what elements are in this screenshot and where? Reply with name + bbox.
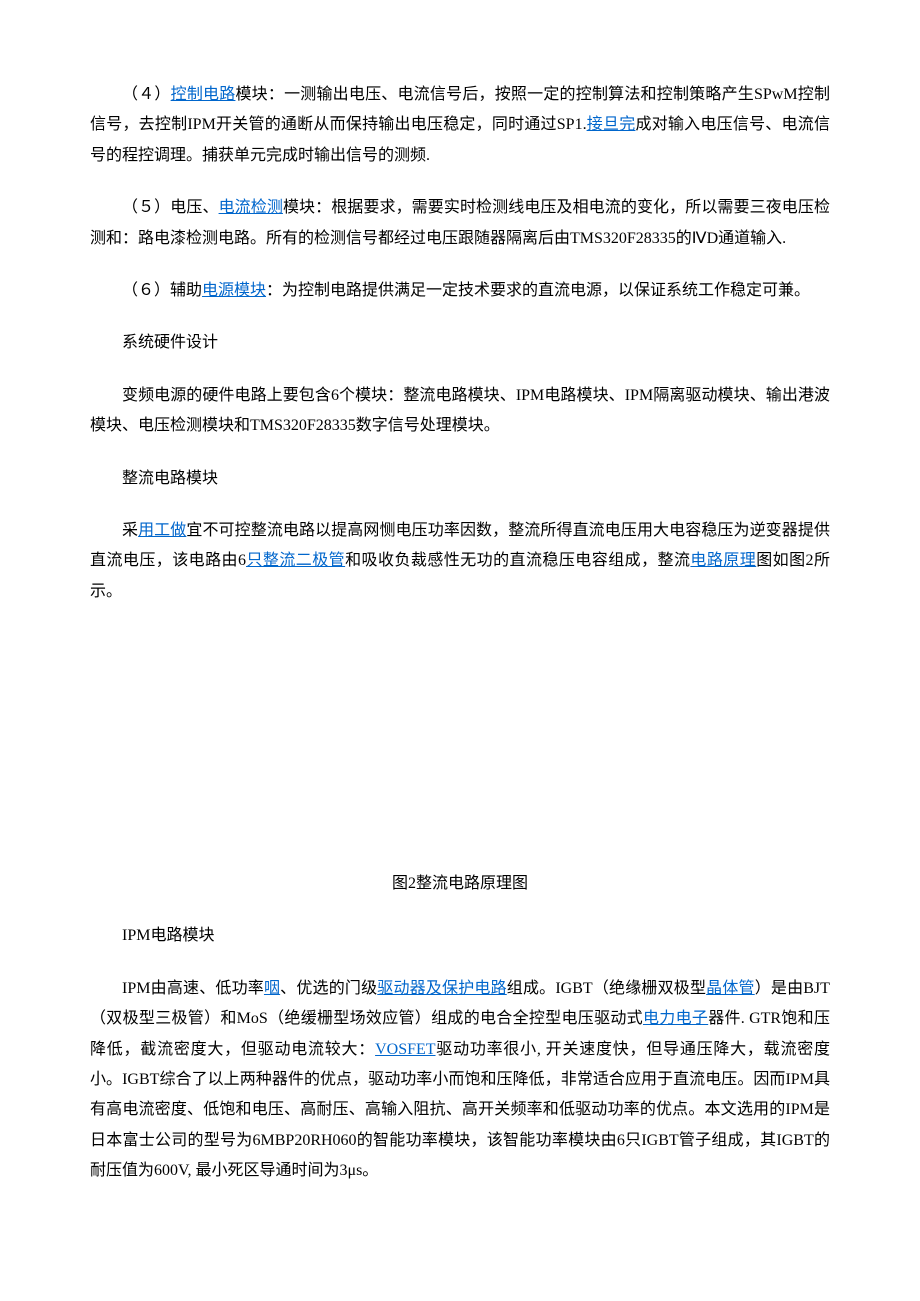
link-power-module[interactable]: 电源模块: [202, 282, 266, 299]
link-driver-protect[interactable]: 驱动器及保护电路: [377, 980, 507, 997]
text: 、优选的门级: [280, 980, 377, 997]
link-vosfet[interactable]: VOSFET: [375, 1041, 435, 1058]
link-sp1[interactable]: 接旦完: [587, 116, 636, 133]
link-control-circuit[interactable]: 控制电路: [171, 86, 236, 103]
heading-hardware-design: 系统硬件设计: [90, 328, 830, 358]
paragraph-6: （６）辅助电源模块：为控制电路提供满足一定技术要求的直流电源，以保证系统工作稳定…: [90, 276, 830, 306]
paragraph-5: （５）电压、电流检测模块：根据要求，需要实时检测线电压及相电流的变化，所以需要三…: [90, 193, 830, 254]
paragraph-ipm: IPM由高速、低功率咽、优选的门级驱动器及保护电路组成。IGBT（绝缘栅双极型晶…: [90, 974, 830, 1187]
paragraph-rectifier: 采用工做宜不可控整流电路以提高网恻电压功率因数，整流所得直流电压用大电容稳压为逆…: [90, 516, 830, 607]
text: 组成。IGBT（绝缘栅双极型: [507, 980, 706, 997]
text: （６）辅助: [122, 282, 202, 299]
link-yan[interactable]: 咽: [264, 980, 280, 997]
heading-rectifier: 整流电路模块: [90, 464, 830, 494]
text: 和吸收负裁感性无功的直流稳压电容组成，整流: [345, 552, 690, 569]
text: （５）电压、: [122, 199, 219, 216]
link-current-detect[interactable]: 电流检测: [219, 199, 283, 216]
paragraph-hardware: 变频电源的硬件电路上要包含6个模块：整流电路模块、IPM电路模块、IPM隔离驱动…: [90, 381, 830, 442]
link-transistor[interactable]: 晶体管: [706, 980, 755, 997]
text: ：为控制电路提供满足一定技术要求的直流电源，以保证系统工作稳定可兼。: [266, 282, 810, 299]
text: 驱动功率很小, 开关速度快，但导通压降大，载流密度小。IGBT综合了以上两种器件…: [90, 1041, 830, 1180]
figure-placeholder: [90, 629, 830, 729]
paragraph-4: （４）控制电路模块：一测输出电压、电流信号后，按照一定的控制算法和控制策略产生S…: [90, 80, 830, 171]
text: （４）: [122, 86, 171, 103]
link-circuit-principle[interactable]: 电路原理: [690, 552, 756, 569]
text: IPM由高速、低功率: [122, 980, 264, 997]
figure-caption-2: 图2整流电路原理图: [90, 869, 830, 899]
link-power-electronics[interactable]: 电力电子: [643, 1010, 708, 1027]
link-usage[interactable]: 用工做: [138, 522, 186, 539]
text: 采: [122, 522, 138, 539]
link-diode[interactable]: 只整流二极管: [246, 552, 345, 569]
heading-ipm: IPM电路模块: [90, 921, 830, 951]
